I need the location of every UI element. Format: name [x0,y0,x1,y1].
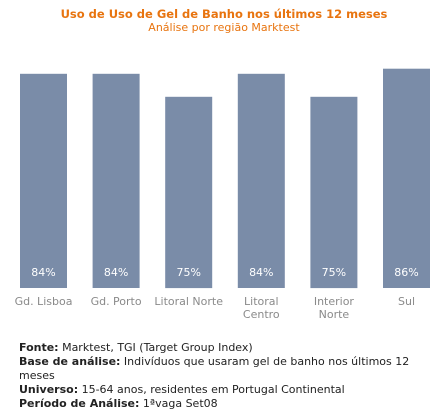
bar-3 [237,73,285,288]
category-label-2: Litoral Norte [154,295,223,308]
category-label-0: Gd. Lisboa [15,295,73,308]
bar-4 [310,96,358,289]
chart-title: Uso de Uso de Gel de Banho nos últimos 1… [60,7,388,21]
bar-2 [165,96,213,289]
bar-value-label-5: 86% [394,266,418,279]
category-label-5: Sul [398,295,415,308]
bar-value-label-2: 75% [176,266,200,279]
category-label-4: Interior Norte [314,295,355,321]
note-universe: Universo: 15-64 anos, residentes em Port… [19,383,345,396]
note-analysis-base: Base de análise: Indivíduos que usaram g… [19,355,410,382]
chart-subtitle: Análise por região Marktest [148,21,300,34]
chart-notes: Fonte: Marktest, TGI (Target Group Index… [19,341,429,411]
bar-value-label-3: 84% [249,266,273,279]
bar-1 [92,73,140,288]
bar-0 [20,73,67,288]
note-source: Fonte: Marktest, TGI (Target Group Index… [19,341,253,354]
bar-chart: 84% Gd. Lisboa 84% Gd. Porto 75% Litoral Nort… [15,68,430,321]
note-analysis-period: Período de Análise: 1ªvaga Set08 [19,397,218,410]
bar-value-label-1: 84% [104,266,128,279]
bar-5 [383,68,430,288]
bar-value-label-4: 75% [322,266,346,279]
category-label-3: Litoral Centro [243,295,280,321]
category-label-1: Gd. Porto [91,295,142,308]
bar-value-label-0: 84% [31,266,55,279]
